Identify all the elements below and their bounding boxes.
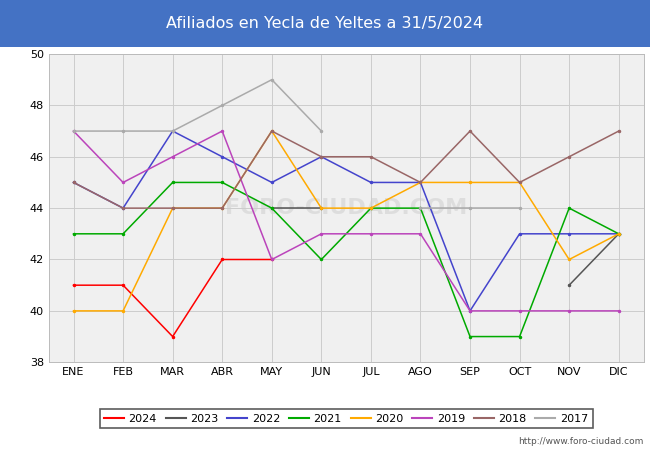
Text: Afiliados en Yecla de Yeltes a 31/5/2024: Afiliados en Yecla de Yeltes a 31/5/2024 <box>166 16 484 31</box>
Legend: 2024, 2023, 2022, 2021, 2020, 2019, 2018, 2017: 2024, 2023, 2022, 2021, 2020, 2019, 2018… <box>99 410 593 428</box>
Text: http://www.foro-ciudad.com: http://www.foro-ciudad.com <box>518 436 644 446</box>
Text: FORO-CIUDAD.COM: FORO-CIUDAD.COM <box>225 198 467 218</box>
